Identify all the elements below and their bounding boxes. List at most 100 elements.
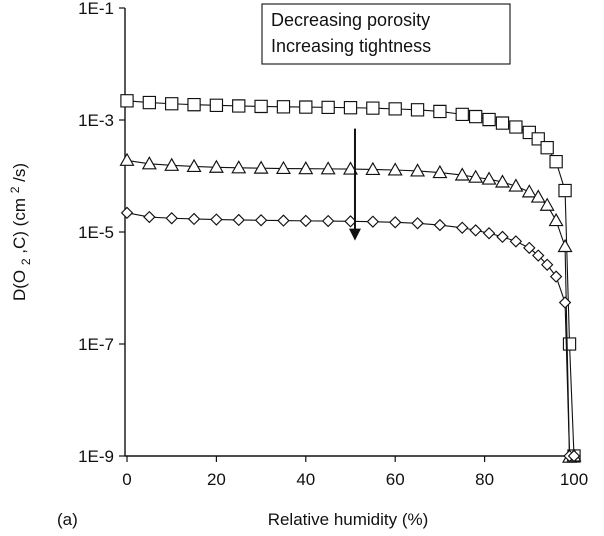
data-point-diamond xyxy=(187,212,201,226)
data-point-diamond xyxy=(532,249,545,262)
data-point-diamond xyxy=(120,206,134,220)
x-ticks: 0 20 40 60 80 100 xyxy=(122,456,588,489)
data-point-triangle xyxy=(521,184,537,198)
data-point-triangle xyxy=(508,178,524,192)
data-point-diamond xyxy=(254,214,268,227)
y-tick-label: 1E-3 xyxy=(78,111,114,130)
data-point-square xyxy=(410,103,425,117)
panel-label: (a) xyxy=(57,510,78,529)
data-point-triangle xyxy=(481,171,497,185)
data-point-diamond xyxy=(366,215,380,228)
data-point-square xyxy=(321,100,335,115)
data-point-square xyxy=(509,120,523,134)
data-point-triangle xyxy=(410,163,426,177)
data-point-square xyxy=(558,183,572,198)
data-point-diamond xyxy=(558,296,572,309)
data-point-square xyxy=(540,141,554,155)
series-square xyxy=(120,94,581,463)
data-point-square xyxy=(165,97,179,111)
data-point-diamond xyxy=(523,241,536,255)
data-point-square xyxy=(366,101,380,115)
data-point-diamond xyxy=(469,224,482,237)
data-point-triangle xyxy=(530,189,546,203)
data-point-triangle xyxy=(548,212,564,227)
data-point-triangle xyxy=(432,164,448,179)
data-point-square xyxy=(254,99,268,114)
data-point-square xyxy=(562,337,577,351)
data-point-triangle xyxy=(320,161,336,175)
data-point-triangle xyxy=(468,169,484,183)
data-point-square xyxy=(468,109,483,124)
y-axis-label: D(O 2 ,C) (cm 2 /s) xyxy=(4,163,34,301)
data-point-triangle xyxy=(231,160,247,174)
y-tick-label: 1E-9 xyxy=(78,447,114,466)
data-point-diamond xyxy=(388,216,402,229)
data-point-diamond xyxy=(232,213,245,227)
data-point-triangle xyxy=(557,238,573,253)
data-point-diamond xyxy=(411,217,424,230)
data-point-triangle xyxy=(164,157,180,171)
data-point-diamond xyxy=(509,235,523,248)
data-point-diamond xyxy=(299,214,313,228)
data-point-triangle xyxy=(119,152,135,166)
annotation-box xyxy=(261,3,511,65)
data-point-square xyxy=(209,98,224,112)
annotation-arrow-head xyxy=(348,228,361,241)
y-axis-label-superscript: 2 xyxy=(8,186,22,193)
data-point-diamond xyxy=(210,213,223,226)
series-layer xyxy=(119,94,582,463)
data-point-square xyxy=(232,99,246,113)
series-diamond xyxy=(120,206,581,463)
data-point-triangle xyxy=(454,167,470,181)
data-point-square xyxy=(549,155,563,169)
data-point-diamond xyxy=(143,210,156,224)
y-tick-label: 1E-5 xyxy=(78,223,114,242)
annotation-group: Decreasing porosity Increasing tightness xyxy=(261,3,511,241)
data-point-diamond xyxy=(321,214,335,228)
data-point-square xyxy=(299,100,313,114)
y-axis-label-end: /s) xyxy=(10,163,29,182)
data-point-triangle xyxy=(494,174,510,188)
x-tick-label: 20 xyxy=(207,470,226,489)
data-point-diamond xyxy=(277,214,290,227)
data-point-square xyxy=(482,112,496,127)
data-point-square xyxy=(343,100,358,115)
data-point-diamond xyxy=(482,227,496,240)
x-axis-label: Relative humidity (%) xyxy=(268,510,429,529)
x-tick-label: 100 xyxy=(560,470,588,489)
data-point-triangle xyxy=(387,162,403,176)
y-axis-label-subscript: 2 xyxy=(19,258,33,265)
y-axis-label-base: D(O xyxy=(10,270,29,301)
data-point-square xyxy=(433,104,447,119)
data-point-square xyxy=(120,94,134,108)
annotation-line-2: Increasing tightness xyxy=(271,36,431,56)
y-tick-label: 1E-1 xyxy=(78,0,114,18)
data-point-square xyxy=(495,116,510,130)
data-point-diamond xyxy=(549,270,563,283)
x-tick-label: 80 xyxy=(475,470,494,489)
data-point-square xyxy=(388,102,402,116)
x-tick-label: 60 xyxy=(386,470,405,489)
data-point-diamond xyxy=(567,449,581,463)
data-point-diamond xyxy=(433,218,447,232)
data-point-square xyxy=(276,100,291,114)
data-point-triangle xyxy=(298,161,314,175)
data-point-triangle xyxy=(141,156,157,170)
data-point-diamond xyxy=(540,258,554,271)
data-point-triangle xyxy=(365,161,381,175)
data-point-diamond xyxy=(456,221,469,234)
data-point-triangle xyxy=(539,197,555,211)
data-point-triangle xyxy=(343,161,358,175)
data-point-triangle xyxy=(186,158,202,172)
data-point-square xyxy=(187,97,201,112)
data-point-square xyxy=(142,95,157,110)
data-point-triangle xyxy=(208,159,224,173)
annotation-line-1: Decreasing porosity xyxy=(271,10,430,30)
y-tick-label: 1E-7 xyxy=(78,335,114,354)
x-tick-label: 0 xyxy=(122,470,131,489)
y-ticks: 1E-9 1E-7 1E-5 1E-3 1E-1 xyxy=(78,0,125,466)
data-point-triangle xyxy=(275,160,291,175)
data-point-square xyxy=(455,107,469,122)
y-axis-label-middle: ,C) (cm xyxy=(10,198,29,254)
